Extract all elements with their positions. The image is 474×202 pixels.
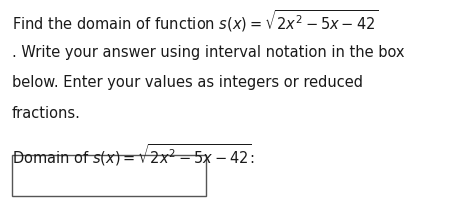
- FancyBboxPatch shape: [12, 156, 206, 196]
- Text: below. Enter your values as integers or reduced: below. Enter your values as integers or …: [12, 75, 363, 90]
- Text: . Write your answer using interval notation in the box: . Write your answer using interval notat…: [12, 44, 404, 59]
- Text: Find the domain of function $s(x) = \sqrt{2x^2 - 5x - 42}$: Find the domain of function $s(x) = \sqr…: [12, 8, 378, 34]
- Text: fractions.: fractions.: [12, 105, 81, 120]
- Text: Domain of $s(x) = \sqrt{2x^2 - 5x - 42}$:: Domain of $s(x) = \sqrt{2x^2 - 5x - 42}$…: [12, 141, 255, 167]
